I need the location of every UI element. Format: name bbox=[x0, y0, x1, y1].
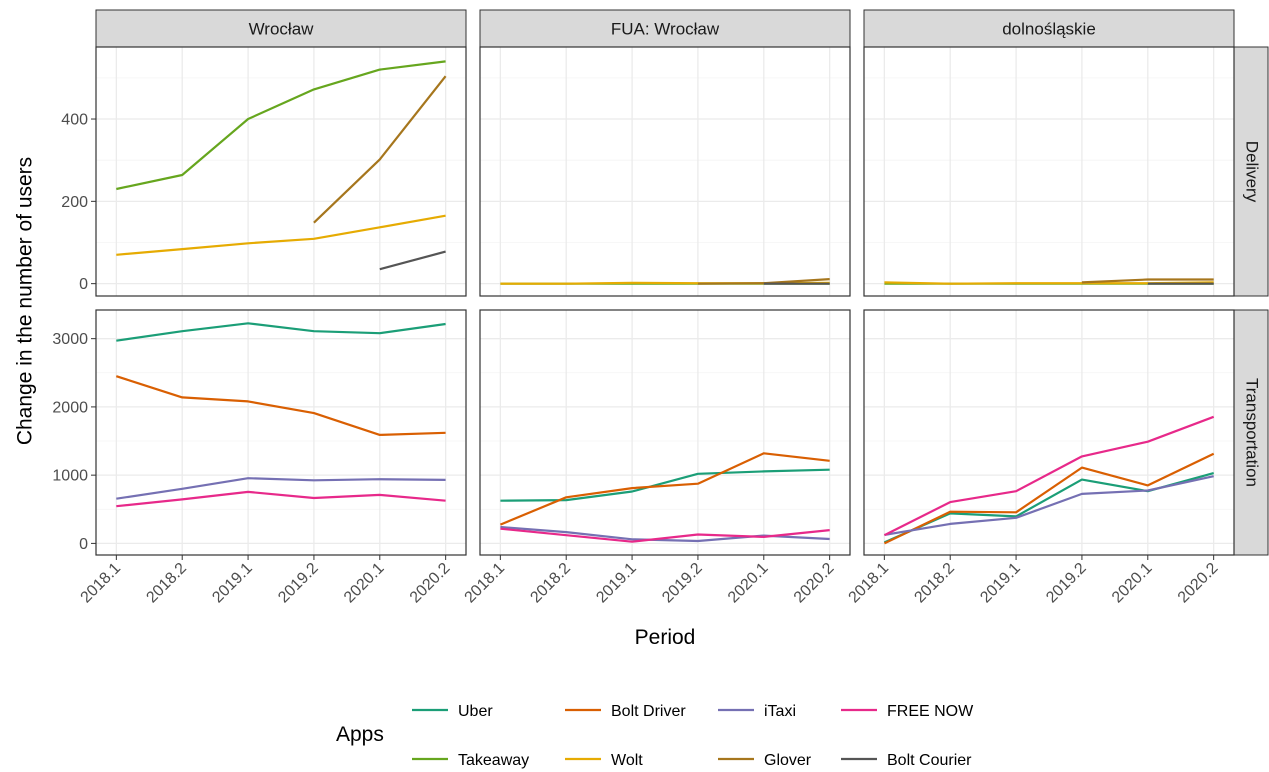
series-line-free-now-transportation-fua-wroclaw bbox=[500, 527, 830, 543]
panel-delivery-fua-wroclaw bbox=[480, 47, 850, 296]
panel-border bbox=[863, 309, 1235, 556]
strip-label-delivery: Delivery bbox=[1243, 141, 1262, 203]
series-line-free-now-transportation-wroclaw bbox=[116, 490, 446, 508]
x-tick-label: 2019.2 bbox=[659, 560, 706, 607]
series-line-itaxi-transportation-wroclaw bbox=[116, 477, 446, 500]
y-tick-label: 0 bbox=[79, 276, 88, 293]
strip-transportation bbox=[1233, 309, 1269, 556]
panel-delivery-wroclaw bbox=[96, 47, 466, 296]
panel-border bbox=[95, 46, 467, 297]
strip-label-wroclaw: Wrocław bbox=[249, 20, 315, 39]
x-tick-label: 2019.2 bbox=[275, 560, 322, 607]
frame-layer bbox=[91, 9, 1269, 560]
series-line-itaxi-transportation-dolnoslaskie bbox=[884, 475, 1214, 536]
panel-border bbox=[479, 309, 851, 556]
x-axis-title: Period bbox=[635, 626, 696, 649]
y-tick-label: 400 bbox=[61, 112, 88, 129]
x-tick-label: 2020.1 bbox=[725, 560, 772, 607]
x-tick-label: 2020.2 bbox=[791, 560, 838, 607]
strip-delivery bbox=[1233, 46, 1269, 297]
legend-label-bolt-driver: Bolt Driver bbox=[611, 703, 686, 720]
series-line-glover-delivery-dolnoslaskie bbox=[1081, 278, 1214, 284]
legend-label-wolt: Wolt bbox=[611, 752, 643, 769]
series-line-glover-delivery-wroclaw bbox=[313, 75, 447, 224]
series-line-wolt-delivery-wroclaw bbox=[116, 214, 446, 256]
panel-border bbox=[863, 46, 1235, 297]
x-tick-label: 2018.2 bbox=[911, 560, 958, 607]
x-tick-label: 2020.2 bbox=[407, 560, 454, 607]
x-tick-label: 2018.2 bbox=[143, 560, 190, 607]
series-line-bolt-driver-transportation-wroclaw bbox=[115, 375, 446, 436]
x-tick-label: 2018.1 bbox=[78, 560, 125, 607]
x-tick-label: 2020.1 bbox=[1109, 560, 1156, 607]
panel-delivery-dolnoslaskie bbox=[864, 47, 1234, 296]
grid-layer bbox=[96, 47, 1234, 555]
legend-title: Apps bbox=[336, 723, 384, 746]
legend-label-free-now: FREE NOW bbox=[887, 703, 974, 720]
series-line-uber-transportation-fua-wroclaw bbox=[500, 468, 830, 502]
x-tick-label: 2019.1 bbox=[209, 560, 256, 607]
series-line-bolt-driver-transportation-dolnoslaskie bbox=[883, 452, 1215, 545]
y-tick-label: 3000 bbox=[52, 331, 88, 348]
strip-label-dolnoslaskie: dolnośląskie bbox=[1002, 20, 1096, 39]
panel-transportation-fua-wroclaw bbox=[480, 310, 850, 555]
y-tick-label: 2000 bbox=[52, 399, 88, 416]
strip-wroclaw bbox=[95, 9, 467, 48]
x-tick-label: 2018.1 bbox=[846, 560, 893, 607]
x-tick-label: 2018.1 bbox=[462, 560, 509, 607]
series-line-uber-transportation-wroclaw bbox=[116, 322, 446, 342]
legend: Apps Uber Bolt Driver iTaxi FREE NOW Takeaway… bbox=[336, 703, 974, 769]
legend-label-bolt-courier: Bolt Courier bbox=[887, 752, 972, 769]
series-layer bbox=[115, 60, 1215, 545]
x-tick-label: 2018.2 bbox=[527, 560, 574, 607]
panel-transportation-wroclaw bbox=[96, 310, 466, 555]
strip-label-fua-wroclaw: FUA: Wrocław bbox=[611, 20, 720, 39]
legend-label-takeaway: Takeaway bbox=[458, 752, 529, 769]
y-tick-label: 1000 bbox=[52, 468, 88, 485]
strip-label-transportation: Transportation bbox=[1243, 378, 1262, 487]
strip-dolnoslaskie bbox=[863, 9, 1235, 48]
strip-fua-wroclaw bbox=[479, 9, 851, 48]
legend-label-itaxi: iTaxi bbox=[764, 703, 796, 720]
y-tick-label: 0 bbox=[79, 536, 88, 553]
x-tick-label: 2020.2 bbox=[1175, 560, 1222, 607]
x-tick-label: 2019.2 bbox=[1043, 560, 1090, 607]
x-tick-label: 2019.1 bbox=[977, 560, 1024, 607]
panel-border bbox=[95, 309, 467, 556]
y-tick-label: 200 bbox=[61, 194, 88, 211]
y-axis-title: Change in the number of users bbox=[14, 157, 37, 445]
series-line-bolt-driver-transportation-fua-wroclaw bbox=[499, 452, 830, 526]
x-tick-label: 2019.1 bbox=[593, 560, 640, 607]
series-line-takeaway-delivery-wroclaw bbox=[116, 60, 446, 191]
panel-border bbox=[479, 46, 851, 297]
series-line-bolt-courier-delivery-wroclaw bbox=[379, 250, 446, 271]
legend-label-glover: Glover bbox=[764, 752, 812, 769]
legend-label-uber: Uber bbox=[458, 703, 493, 720]
series-line-free-now-transportation-dolnoslaskie bbox=[883, 415, 1215, 537]
x-tick-label: 2020.1 bbox=[341, 560, 388, 607]
